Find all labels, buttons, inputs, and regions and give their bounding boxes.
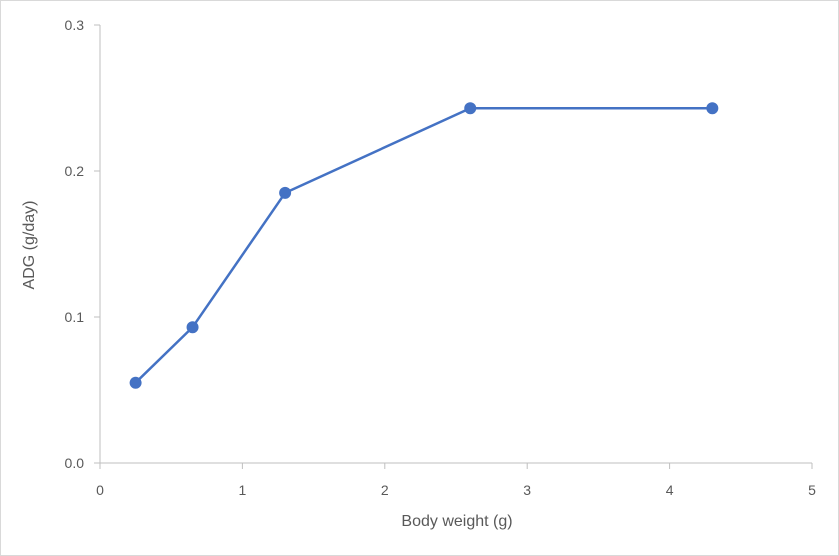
x-tick-label: 1 [239,482,247,498]
data-point [186,321,199,334]
x-axis: 0 1 2 3 4 5 [96,462,816,498]
data-point [706,102,719,115]
y-tick-label: 0.1 [65,309,85,325]
data-point [129,376,142,389]
x-tick-label: 3 [523,482,531,498]
x-axis-title: Body weight (g) [401,513,512,530]
series-group [129,102,719,389]
x-tick-label: 4 [666,482,674,498]
data-point [464,102,477,115]
data-point [279,186,292,199]
x-tick-label: 2 [381,482,389,498]
y-axis: 0.0 0.1 0.2 0.3 [65,17,101,471]
y-axis-title: ADG (g/day) [21,201,38,290]
y-tick-label: 0.3 [65,17,85,33]
series-line [134,106,713,384]
x-tick-label: 0 [96,482,104,498]
x-tick-label: 5 [808,482,816,498]
y-tick-label: 0.0 [65,455,85,471]
y-tick-label: 0.2 [65,163,85,179]
